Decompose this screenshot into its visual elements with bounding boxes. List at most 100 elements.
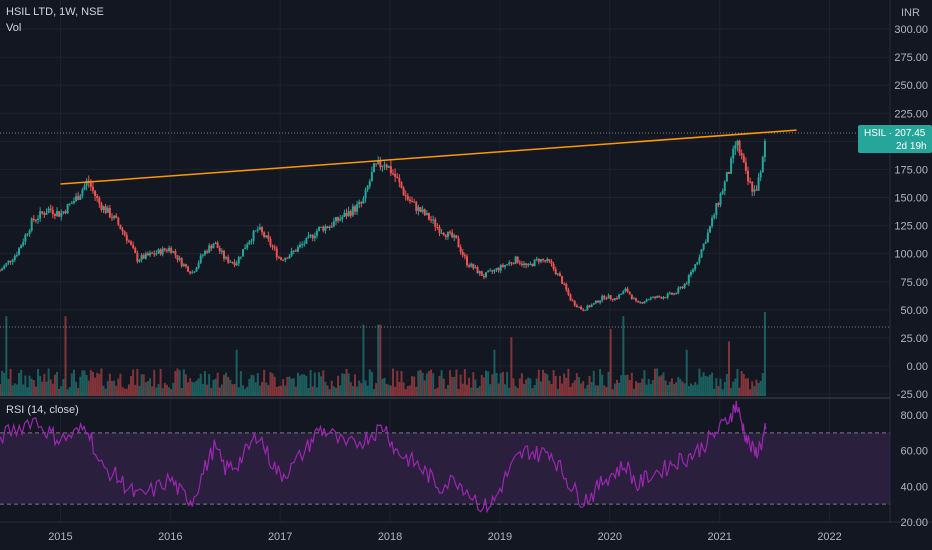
candle-body (309, 234, 312, 236)
candle-body (476, 267, 479, 274)
volume-bar (675, 382, 678, 396)
candle-body (533, 259, 536, 267)
volume-bar (290, 378, 293, 396)
candle-body (275, 248, 278, 258)
candle-body (366, 186, 369, 190)
candle-body (358, 201, 361, 205)
volume-bar (163, 382, 166, 396)
volume-bar (377, 324, 380, 396)
volume-bar (474, 379, 477, 396)
candle-body (685, 283, 688, 285)
volume-bar (337, 375, 340, 396)
volume-bar (155, 387, 158, 396)
candle-body (235, 263, 238, 266)
candle-body (91, 186, 94, 191)
candle-body (110, 217, 113, 219)
volume-bar (715, 378, 718, 396)
rsi-tick-label: 80.00 (900, 410, 928, 422)
candle-body (753, 189, 756, 192)
volume-bar (561, 383, 564, 396)
candle-body (370, 171, 373, 182)
volume-bar (138, 385, 141, 396)
volume-bar (191, 381, 194, 396)
candle-body (523, 263, 526, 266)
candle-body (544, 260, 547, 262)
candle-body (692, 269, 695, 273)
candle-body (396, 176, 399, 179)
volume-bar (165, 384, 168, 396)
candle-body (643, 301, 646, 304)
volume-bar (717, 386, 720, 396)
candle-body (18, 248, 21, 256)
candle-body (588, 305, 591, 308)
candle-body (575, 305, 578, 308)
candle-body (212, 244, 215, 249)
candle-body (734, 145, 737, 149)
volume-bar (117, 378, 120, 396)
candle-body (713, 215, 716, 218)
trendline[interactable] (60, 129, 797, 185)
volume-bar (159, 368, 162, 396)
volume-bar (666, 385, 669, 396)
rsi-axis[interactable]: 80.00 60.00 40.00 20.00 (900, 410, 928, 529)
volume-bar (413, 376, 416, 396)
candle-body (134, 247, 137, 253)
volume-bar (370, 371, 373, 396)
volume-bar (725, 373, 728, 396)
candle-body (24, 234, 27, 242)
candle-body (455, 235, 458, 239)
volume-bar (3, 372, 6, 396)
volume-bar (320, 376, 323, 396)
candle-body (427, 212, 430, 220)
volume-bar (39, 375, 42, 396)
volume-bar (193, 382, 196, 396)
rsi-legend[interactable]: RSI (14, close) (6, 404, 79, 416)
candle-body (51, 209, 54, 214)
candle-body (681, 286, 684, 288)
candle-body (296, 247, 299, 252)
candle-body (725, 172, 728, 182)
candle-body (381, 165, 384, 168)
candle-body (565, 283, 568, 290)
volume-bar (121, 387, 124, 396)
volume-bar (514, 385, 517, 396)
volume-bar (700, 376, 703, 396)
volume-bar (472, 372, 475, 396)
volume-bar (577, 377, 580, 396)
candle-body (702, 243, 705, 250)
volume-bar (404, 389, 407, 396)
candle-body (203, 251, 206, 255)
candle-body (436, 226, 439, 228)
volume-bar (271, 373, 274, 396)
volume-bar (132, 369, 135, 396)
rsi-tick-label: 60.00 (900, 446, 928, 458)
currency-label[interactable]: INR (901, 7, 920, 19)
volume-bar (639, 382, 642, 396)
candle-body (106, 207, 109, 213)
volume-bar (286, 376, 289, 396)
candle-body (554, 268, 557, 275)
volume-bar (385, 383, 388, 396)
candle-body (108, 207, 111, 218)
candle-body (277, 257, 280, 259)
candle-body (273, 247, 276, 249)
volume-bar (250, 374, 253, 396)
candle-body (512, 263, 515, 265)
candle-body (286, 257, 289, 259)
volume-bar (440, 370, 443, 396)
time-axis[interactable]: 2015 2016 2017 2018 2019 2020 2021 2022 (48, 531, 842, 543)
candle-body (440, 232, 443, 234)
volume-bar (218, 387, 221, 396)
candle-body (83, 185, 86, 190)
volume-bar (687, 386, 690, 396)
candle-body (594, 300, 597, 304)
volume-bar (115, 385, 118, 396)
symbol-title[interactable]: HSIL LTD, 1W, NSE (6, 6, 104, 18)
candle-body (265, 235, 268, 238)
candle-body (683, 283, 686, 288)
volume-bar (711, 372, 714, 396)
candle-body (542, 259, 545, 261)
volume-legend[interactable]: Vol (6, 22, 22, 34)
candle-body (5, 263, 8, 266)
volume-bar (72, 369, 75, 396)
